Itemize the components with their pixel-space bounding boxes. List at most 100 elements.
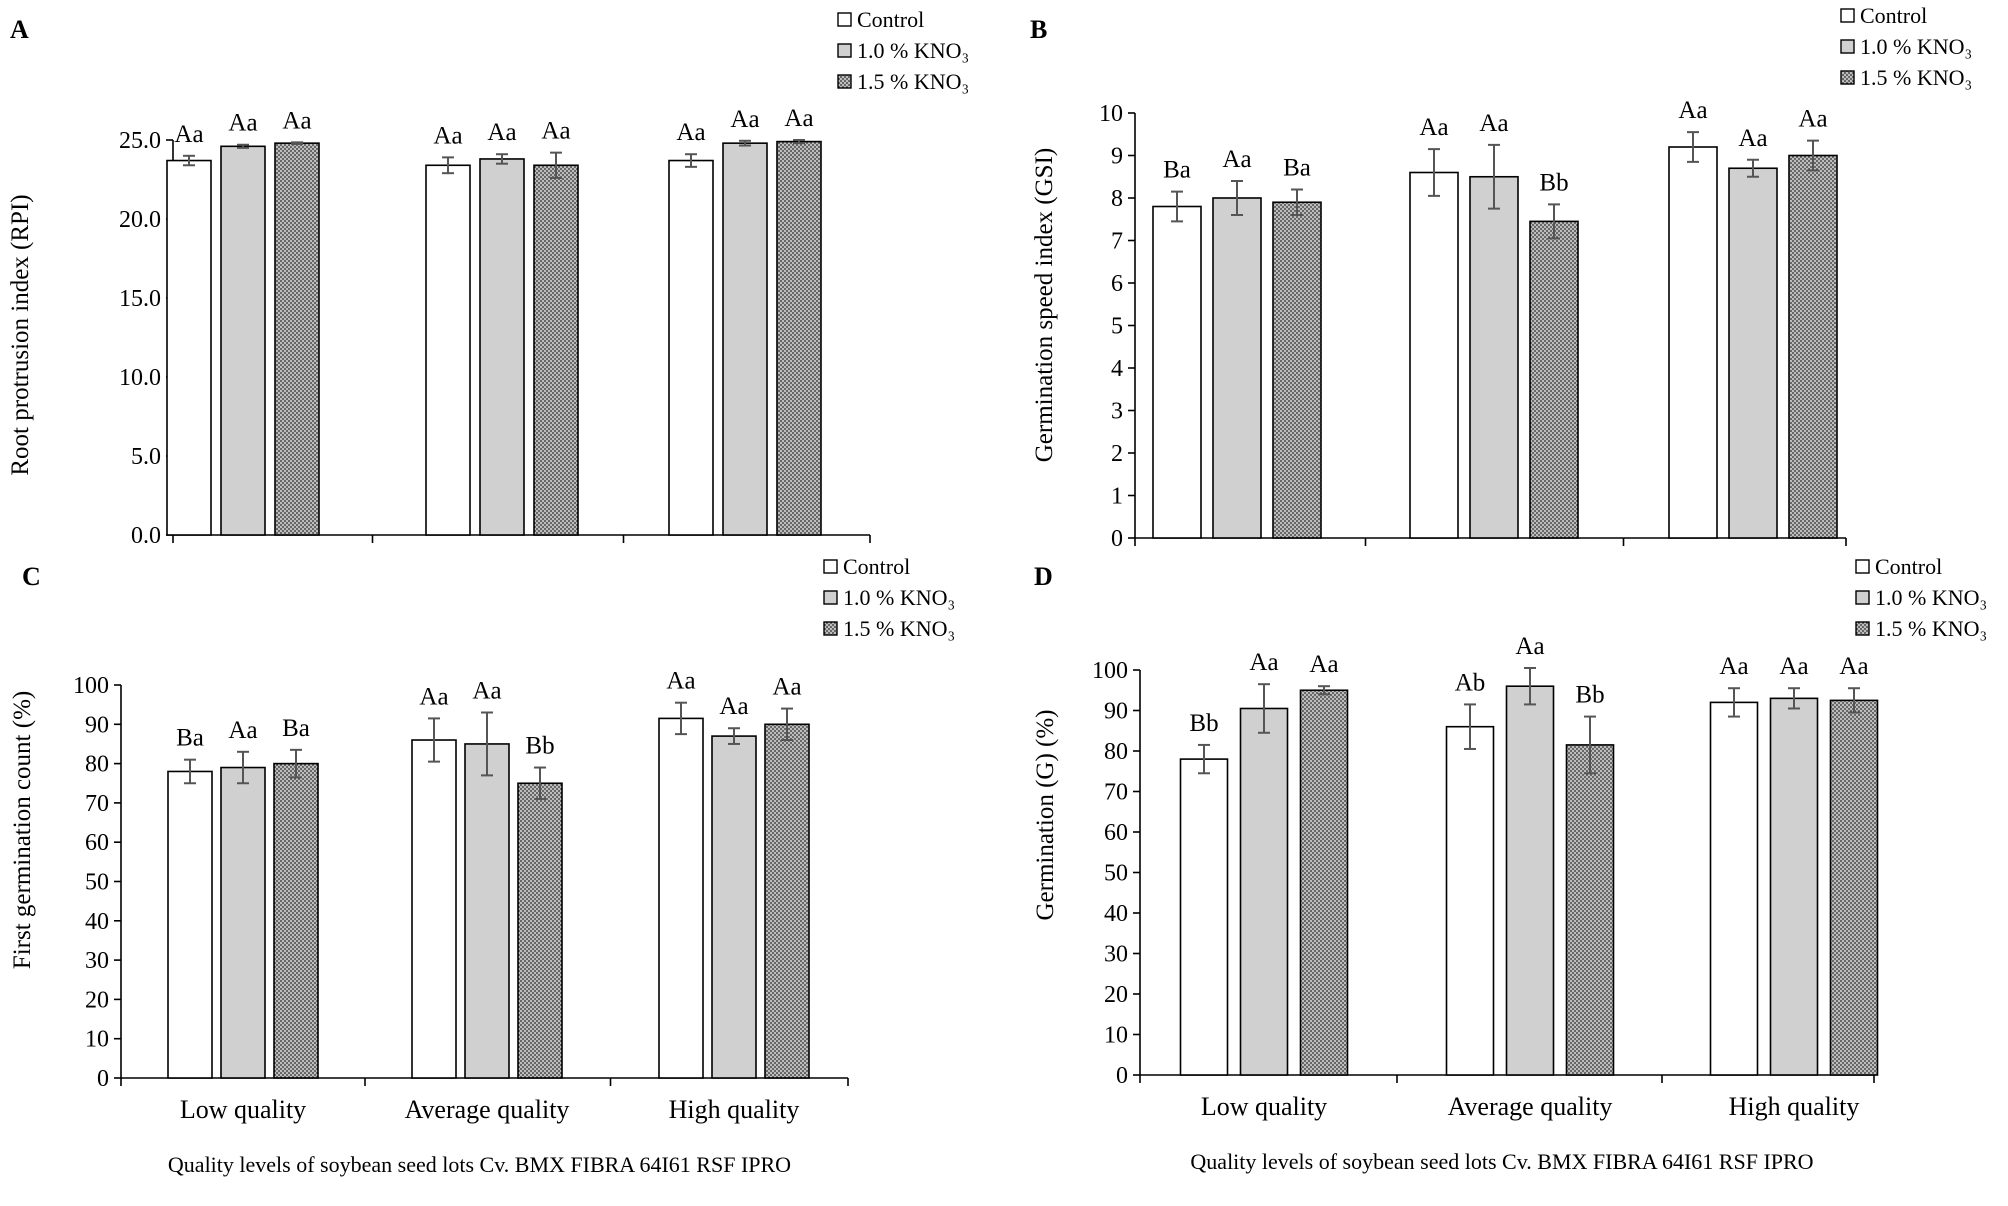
y-tick-label: 10.0	[119, 365, 161, 391]
significance-label: Aa	[1515, 633, 1544, 660]
bar-kno3-1-5	[1829, 699, 1879, 1076]
significance-label: Bb	[1575, 682, 1604, 709]
y-tick-label: 90	[1104, 699, 1128, 725]
x-category-label: High quality	[1729, 1092, 1860, 1121]
bar-kno3-1-5	[1529, 220, 1579, 539]
bar-kno3-1-0	[479, 158, 525, 536]
x-category-label: High quality	[669, 1095, 800, 1124]
legend-label: 1.5 % KNO₃	[1860, 65, 1972, 90]
x-axis-title: Quality levels of soybean seed lots Cv. …	[1190, 1149, 1813, 1174]
significance-label: Ab	[1455, 669, 1486, 696]
bar-kno3-1-0	[1769, 697, 1819, 1076]
significance-label: Bb	[525, 733, 554, 760]
bar-kno3-1-5	[273, 762, 319, 1079]
significance-label: Ba	[1163, 157, 1191, 184]
y-tick-label: 5.0	[131, 444, 161, 470]
panel-letter: C	[22, 562, 41, 591]
chart-panel-A: A Root protrusion index (RPI) 0.0 5.0 10.0 15…	[7, 7, 969, 549]
y-tick-label: 10	[1104, 1023, 1128, 1049]
significance-label: Aa	[1309, 651, 1338, 678]
bar-control	[167, 770, 213, 1079]
significance-label: Aa	[676, 119, 705, 146]
bar-control	[411, 739, 457, 1079]
bar-kno3-1-0	[1239, 707, 1289, 1076]
y-tick-label: 9	[1111, 144, 1123, 170]
bar-control	[425, 164, 471, 536]
significance-label: Ba	[1283, 155, 1311, 182]
y-tick-label: 10	[1099, 101, 1123, 127]
legend-swatch	[823, 590, 838, 605]
legend-label: 1.0 % KNO₃	[857, 38, 969, 63]
y-tick-label: 100	[73, 673, 109, 699]
y-tick-label: 15.0	[119, 286, 161, 312]
y-tick-label: 90	[85, 712, 109, 738]
bar-control	[668, 159, 714, 536]
significance-label: Aa	[1738, 125, 1767, 152]
significance-label: Aa	[1719, 653, 1748, 680]
significance-label: Aa	[1839, 653, 1868, 680]
y-tick-label: 70	[1104, 780, 1128, 806]
significance-label: Aa	[433, 122, 462, 149]
y-tick-label: 1	[1111, 484, 1123, 510]
bar-kno3-1-5	[1788, 154, 1838, 539]
x-category-label: Average quality	[405, 1095, 570, 1124]
significance-label: Aa	[1222, 146, 1251, 173]
y-tick-label: 7	[1111, 229, 1123, 255]
chart-panel-D: D Germination (G) (%) 0 10 20 30 40 50 60 70 80 90 1…	[1032, 554, 1987, 1174]
significance-label: Aa	[1479, 110, 1508, 137]
bar-kno3-1-5	[517, 782, 563, 1079]
y-tick-label: 80	[85, 752, 109, 778]
y-tick-label: 10	[85, 1027, 109, 1053]
bar-kno3-1-5	[533, 164, 579, 536]
panel-letter: B	[1030, 15, 1047, 44]
legend-swatch	[837, 43, 852, 58]
bar-control	[658, 717, 704, 1079]
x-category-label: Average quality	[1448, 1092, 1613, 1121]
legend-label: Control	[1860, 3, 1927, 28]
significance-label: Aa	[730, 106, 759, 133]
significance-label: Aa	[228, 110, 257, 137]
bar-kno3-1-0	[220, 766, 266, 1079]
bar-control	[1668, 146, 1718, 539]
y-axis-label: Germination speed index (GSI)	[1031, 148, 1058, 463]
significance-label: Ba	[176, 725, 204, 752]
legend-label: 1.0 % KNO₃	[1875, 585, 1987, 610]
panel-letter: D	[1034, 562, 1053, 591]
bar-kno3-1-5	[776, 140, 822, 536]
x-category-label: Low quality	[180, 1095, 306, 1124]
bar-kno3-1-0	[464, 743, 510, 1079]
bar-kno3-1-0	[1505, 685, 1555, 1076]
legend-swatch	[1840, 70, 1855, 85]
y-tick-label: 70	[85, 791, 109, 817]
bar-control	[1409, 171, 1459, 539]
bar-kno3-1-5	[764, 723, 810, 1079]
bar-control	[1709, 701, 1759, 1076]
y-tick-label: 60	[1104, 820, 1128, 846]
legend-swatch	[837, 12, 852, 27]
chart-panel-B: B Germination speed index (GSI) 0 1 2 3 4 5 6 7 8 9…	[1030, 3, 1972, 552]
x-category-label: Low quality	[1201, 1092, 1327, 1121]
significance-label: Aa	[419, 683, 448, 710]
y-tick-label: 50	[85, 870, 109, 896]
legend-swatch	[823, 559, 838, 574]
significance-label: Aa	[282, 107, 311, 134]
significance-label: Aa	[784, 105, 813, 132]
x-axis-title: Quality levels of soybean seed lots Cv. …	[168, 1152, 791, 1177]
y-tick-label: 20	[85, 987, 109, 1013]
legend-swatch	[823, 621, 838, 636]
significance-label: Aa	[541, 118, 570, 145]
bar-kno3-1-0	[1469, 175, 1519, 539]
legend-label: Control	[1875, 554, 1942, 579]
legend-label: 1.0 % KNO₃	[1860, 34, 1972, 59]
y-tick-label: 50	[1104, 861, 1128, 887]
significance-label: Aa	[1798, 106, 1827, 133]
y-axis-label: First germination count (%)	[9, 691, 36, 969]
significance-label: Aa	[666, 668, 695, 695]
y-tick-label: 5	[1111, 314, 1123, 340]
y-tick-label: 0.0	[131, 523, 161, 549]
legend-swatch	[1855, 590, 1870, 605]
legend-label: 1.5 % KNO₃	[1875, 616, 1987, 641]
bar-kno3-1-0	[1212, 197, 1262, 539]
y-axis-label: Root protrusion index (RPI)	[7, 194, 34, 475]
